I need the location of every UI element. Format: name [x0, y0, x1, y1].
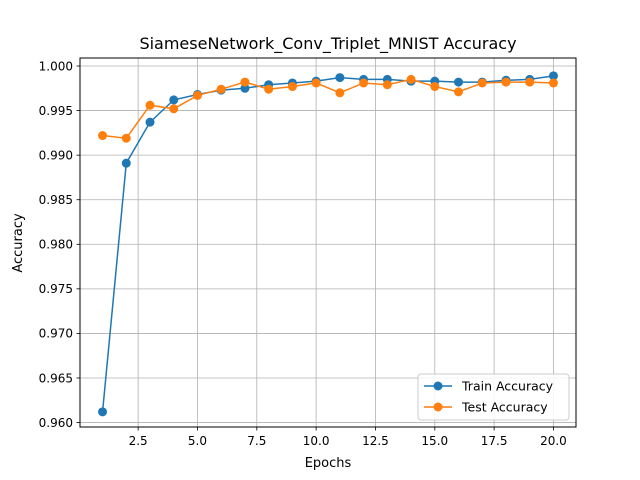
- x-tick-label: 7.5: [247, 434, 266, 448]
- legend-marker-train: [433, 381, 443, 391]
- legend-marker-test: [433, 402, 443, 412]
- data-point-test-accuracy: [525, 77, 535, 87]
- data-point-test-accuracy: [311, 78, 321, 88]
- data-point-test-accuracy: [98, 131, 108, 141]
- legend-label-train: Train Accuracy: [461, 379, 554, 394]
- data-point-train-accuracy: [98, 407, 108, 417]
- x-tick-label: 12.5: [362, 434, 389, 448]
- y-tick-label: 1.000: [39, 59, 73, 73]
- data-point-test-accuracy: [477, 78, 487, 88]
- y-tick-label: 0.985: [39, 193, 73, 207]
- x-tick-label: 2.5: [129, 434, 148, 448]
- data-point-train-accuracy: [169, 95, 179, 105]
- data-point-test-accuracy: [169, 104, 179, 114]
- chart-title: SiameseNetwork_Conv_Triplet_MNIST Accura…: [139, 34, 516, 54]
- y-tick-label: 0.970: [39, 327, 73, 341]
- data-point-train-accuracy: [548, 71, 558, 81]
- data-point-test-accuracy: [264, 84, 274, 94]
- data-point-test-accuracy: [216, 84, 226, 94]
- data-point-test-accuracy: [359, 78, 369, 88]
- data-point-test-accuracy: [287, 82, 297, 92]
- data-point-test-accuracy: [121, 133, 131, 143]
- x-axis-ticks: 2.5 5.0 7.5 10.0 12.5 15.0 17.5 20.0: [129, 427, 567, 448]
- x-axis-label: Epochs: [305, 456, 352, 471]
- legend: Train Accuracy Test Accuracy: [417, 373, 570, 421]
- data-point-train-accuracy: [121, 158, 131, 168]
- plot-area: [80, 58, 576, 427]
- series-layer: [98, 71, 558, 417]
- legend-box: [417, 373, 570, 421]
- y-tick-label: 0.995: [39, 104, 73, 118]
- x-tick-label: 5.0: [188, 434, 207, 448]
- y-axis-label: Accuracy: [11, 213, 26, 273]
- x-tick-label: 17.5: [481, 434, 508, 448]
- data-point-test-accuracy: [382, 80, 392, 90]
- legend-label-test: Test Accuracy: [461, 400, 548, 415]
- data-point-test-accuracy: [145, 100, 155, 110]
- y-tick-label: 0.965: [39, 371, 73, 385]
- y-tick-label: 0.960: [39, 416, 73, 430]
- data-point-test-accuracy: [335, 88, 345, 98]
- x-tick-label: 20.0: [540, 434, 567, 448]
- x-tick-label: 10.0: [303, 434, 330, 448]
- plot-frame: [79, 57, 577, 428]
- data-point-train-accuracy: [145, 117, 155, 127]
- data-point-train-accuracy: [335, 73, 345, 83]
- data-point-test-accuracy: [454, 87, 464, 97]
- y-tick-label: 0.980: [39, 238, 73, 252]
- data-point-test-accuracy: [548, 78, 558, 88]
- data-point-test-accuracy: [192, 90, 202, 100]
- data-point-test-accuracy: [240, 77, 250, 87]
- data-point-test-accuracy: [501, 77, 511, 87]
- data-point-test-accuracy: [430, 82, 440, 92]
- data-point-train-accuracy: [240, 83, 250, 93]
- x-tick-label: 15.0: [421, 434, 448, 448]
- y-tick-label: 0.975: [39, 282, 73, 296]
- data-point-train-accuracy: [454, 77, 464, 87]
- data-point-test-accuracy: [406, 74, 416, 84]
- y-tick-label: 0.990: [39, 148, 73, 162]
- y-axis-ticks: 0.960 0.965 0.970 0.975 0.980 0.985 0.990 0.995…: [39, 59, 80, 430]
